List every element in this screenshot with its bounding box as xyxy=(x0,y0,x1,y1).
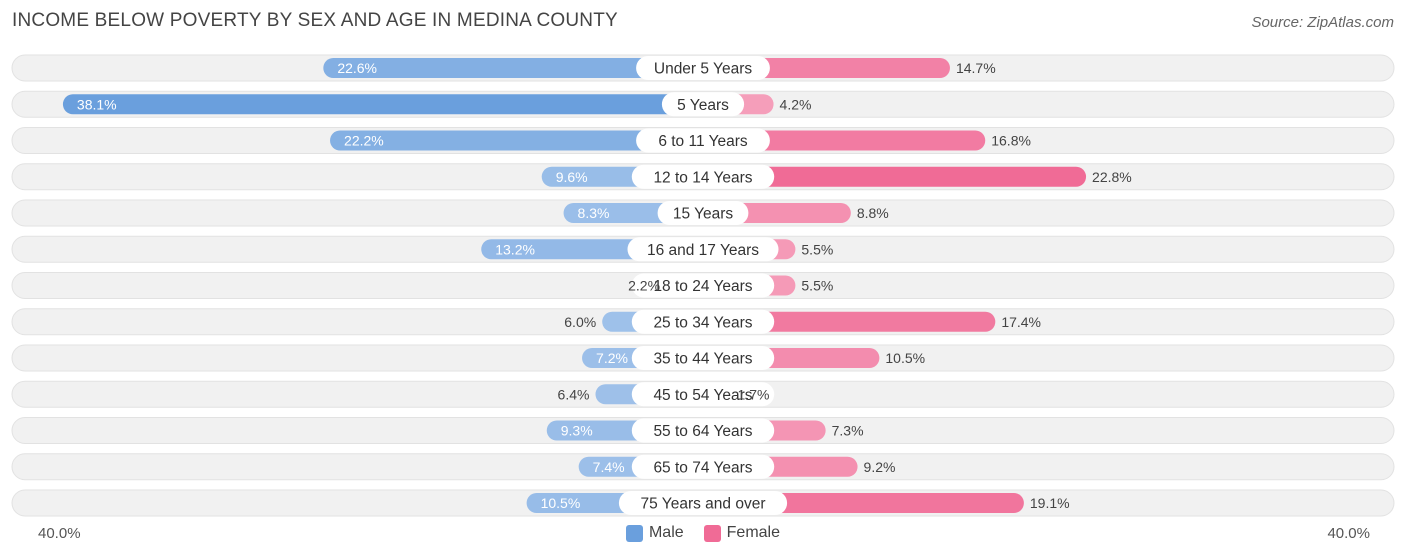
female-value-label: 17.4% xyxy=(1001,314,1041,330)
legend-label-male: Male xyxy=(648,524,684,541)
legend-label-female: Female xyxy=(726,524,781,541)
female-value-label: 10.5% xyxy=(885,350,925,366)
male-value-label: 10.5% xyxy=(541,495,581,511)
category-label: 25 to 34 Years xyxy=(653,314,752,331)
category-label: 5 Years xyxy=(677,97,729,114)
male-value-label: 2.2% xyxy=(628,278,660,294)
category-pill xyxy=(631,164,775,189)
source-label: Source: ZipAtlas.com xyxy=(1251,14,1394,31)
female-value-label: 16.8% xyxy=(991,133,1031,149)
female-value-label: 1.7% xyxy=(738,386,770,402)
legend-swatch-male xyxy=(625,524,643,542)
category-pill xyxy=(631,382,775,407)
male-value-label: 7.4% xyxy=(593,459,625,475)
category-label: 35 to 44 Years xyxy=(653,351,752,368)
category-label: 15 Years xyxy=(673,206,734,223)
legend-item-male: Male xyxy=(625,524,684,542)
category-pill xyxy=(631,346,775,370)
category-label: Under 5 Years xyxy=(654,61,752,78)
female-bar xyxy=(703,166,1087,187)
axis-min-label: 40.0% xyxy=(38,525,81,542)
female-value-label: 9.2% xyxy=(864,459,896,475)
category-pill xyxy=(631,273,775,298)
category-pill xyxy=(636,128,770,153)
male-value-label: 8.3% xyxy=(578,205,610,221)
female-bar xyxy=(703,311,996,332)
male-bar xyxy=(62,94,704,115)
chart: Under 5 Years 22.6% 14.7% 5 Years 38.1% 4.2% 6… xyxy=(11,54,1395,517)
male-bar xyxy=(330,130,703,151)
female-value-label: 7.3% xyxy=(832,423,864,439)
category-pill xyxy=(627,237,779,262)
male-value-label: 22.6% xyxy=(337,60,377,76)
chart-title: INCOME BELOW POVERTY BY SEX AND AGE IN M… xyxy=(12,10,618,31)
legend-swatch-female xyxy=(703,524,721,542)
category-pill xyxy=(631,418,775,443)
male-value-label: 38.1% xyxy=(77,96,117,112)
axis-max-label: 40.0% xyxy=(1327,525,1370,542)
male-value-label: 22.2% xyxy=(344,133,384,149)
female-bar xyxy=(703,130,986,151)
category-pill xyxy=(618,491,788,515)
female-value-label: 5.5% xyxy=(801,278,833,294)
category-pill xyxy=(631,454,775,479)
category-pill xyxy=(636,56,770,80)
female-value-label: 8.8% xyxy=(857,205,889,221)
category-label: 45 to 54 Years xyxy=(653,387,752,404)
category-pill xyxy=(661,92,745,117)
male-bar xyxy=(323,58,703,78)
male-value-label: 9.6% xyxy=(556,169,588,185)
category-label: 18 to 24 Years xyxy=(653,278,752,295)
female-value-label: 19.1% xyxy=(1030,495,1070,511)
male-value-label: 6.0% xyxy=(564,314,596,330)
female-value-label: 14.7% xyxy=(956,60,996,76)
category-pill xyxy=(657,201,749,225)
female-value-label: 4.2% xyxy=(780,96,812,112)
legend-item-female: Female xyxy=(703,524,781,542)
male-value-label: 13.2% xyxy=(495,241,535,257)
legend: Male Female xyxy=(0,524,1406,542)
male-value-label: 6.4% xyxy=(558,386,590,402)
female-value-label: 5.5% xyxy=(801,241,833,257)
category-pill xyxy=(631,309,775,334)
male-value-label: 7.2% xyxy=(596,350,628,366)
male-value-label: 9.3% xyxy=(561,423,593,439)
category-label: 16 and 17 Years xyxy=(647,242,759,259)
category-label: 65 to 74 Years xyxy=(653,459,752,476)
category-label: 55 to 64 Years xyxy=(653,423,752,440)
category-label: 12 to 14 Years xyxy=(653,169,752,186)
category-label: 75 Years and over xyxy=(641,496,766,513)
category-label: 6 to 11 Years xyxy=(658,133,748,150)
female-value-label: 22.8% xyxy=(1092,169,1132,185)
